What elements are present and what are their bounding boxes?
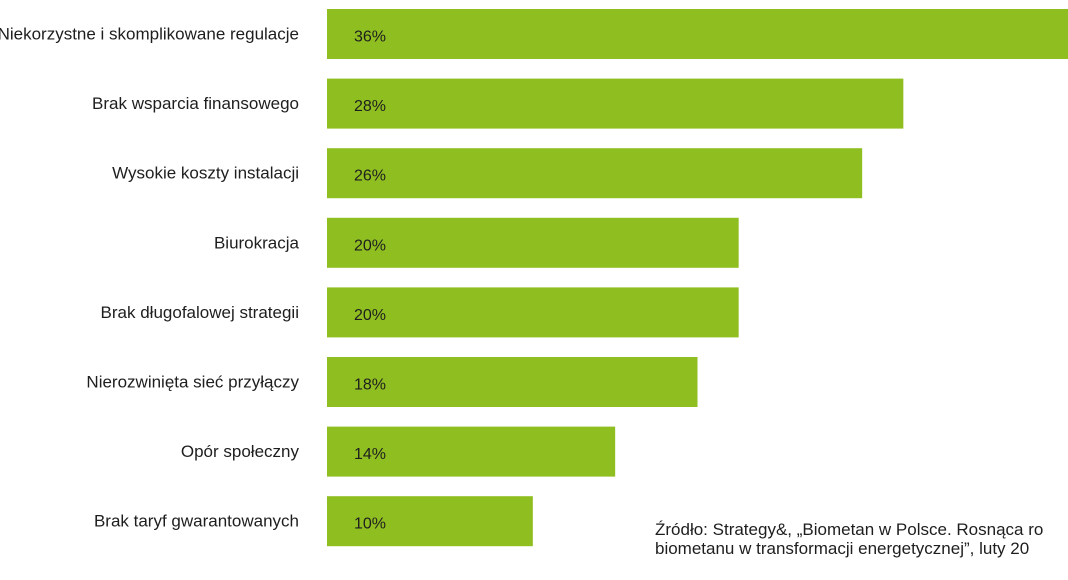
category-label-niekorzystne-i-skomplikowane-regulacje: Niekorzystne i skomplikowane regulacje [0,25,299,44]
category-label-brak-wsparcia-finansowego: Brak wsparcia finansowego [92,94,299,113]
category-label-opor-spoleczny: Opór społeczny [181,442,300,461]
value-label-brak-wsparcia-finansowego: 28% [354,98,386,115]
category-label-nierozwinieta-siec-przylaczy: Nierozwinięta sieć przyłączy [86,373,299,392]
value-label-nierozwinieta-siec-przylaczy: 18% [354,377,386,394]
value-label-opor-spoleczny: 14% [354,446,386,463]
value-label-brak-taryf-gwarantowanych: 10% [354,516,386,533]
bar-opor-spoleczny [327,426,616,477]
category-label-wysokie-koszty-instalacji: Wysokie koszty instalacji [112,164,299,183]
bar-nierozwinieta-siec-przylaczy [327,357,698,407]
bar-niekorzystne-i-skomplikowane-regulacje [327,9,1068,59]
value-label-niekorzystne-i-skomplikowane-regulacje: 36% [354,29,386,46]
value-label-brak-dlugofalowej-strategii: 20% [354,307,386,324]
bar-biurokracja [327,217,739,268]
bar-brak-dlugofalowej-strategii [327,287,739,338]
bar-wysokie-koszty-instalacji [327,148,863,199]
bar-brak-wsparcia-finansowego [327,78,904,129]
source-line-2: biometanu w transformacji energetycznej”… [655,539,1030,558]
value-label-wysokie-koszty-instalacji: 26% [354,168,386,185]
source-line-1: Źródło: Strategy&, „Biometan w Polsce. R… [655,520,1044,539]
value-label-biurokracja: 20% [354,237,386,254]
category-label-brak-taryf-gwarantowanych: Brak taryf gwarantowanych [94,512,299,531]
source-note: Źródło: Strategy&, „Biometan w Polsce. R… [655,520,1068,558]
bar-brak-taryf-gwarantowanych [327,496,533,547]
category-label-biurokracja: Biurokracja [214,233,300,252]
category-label-brak-dlugofalowej-strategii: Brak długofalowej strategii [101,303,299,322]
